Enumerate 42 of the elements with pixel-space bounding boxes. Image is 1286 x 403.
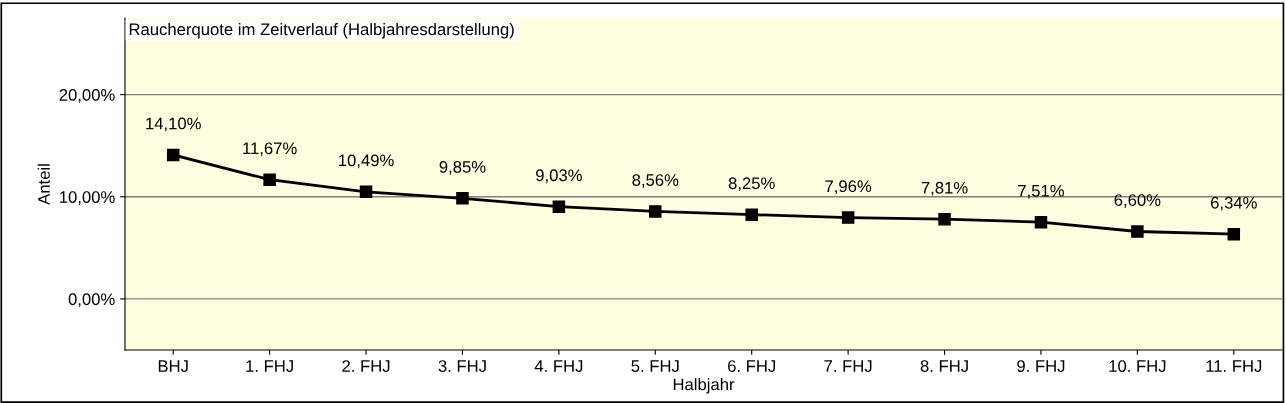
point [938, 212, 951, 226]
point [552, 200, 566, 213]
point [166, 148, 180, 162]
data-label: 7,96% [825, 180, 872, 195]
data-label: 9,03% [536, 169, 582, 184]
data-label: 14,10% [146, 117, 201, 132]
x-tick-label: 4. FHJ [534, 360, 583, 372]
x-tick-label: 10. FHJ [1109, 360, 1166, 372]
point [1227, 227, 1241, 241]
x-tick-label: BHJ [158, 360, 188, 372]
point [359, 185, 373, 199]
point [263, 173, 276, 186]
point [841, 211, 855, 224]
x-tick-label: 3. FHJ [438, 360, 486, 372]
data-label: 6,60% [1114, 194, 1161, 208]
data-label: 11,67% [243, 142, 297, 157]
x-tick-label: 9. FHJ [1017, 360, 1065, 372]
point [1131, 225, 1144, 238]
data-label: 7,51% [1018, 184, 1064, 199]
x-tick-label: 2. FHJ [342, 360, 390, 372]
x-tick-label: 8. FHJ [920, 360, 968, 372]
x-tick-label: 1. FHJ [246, 360, 293, 372]
point [1034, 215, 1048, 229]
x-axis-title: Halbjahr [673, 378, 735, 394]
y-tick-label: 0,00% [68, 293, 115, 308]
data-label: 8,25% [728, 177, 775, 192]
data-label: 10,49% [339, 154, 394, 169]
data-label: 8,56% [632, 174, 679, 188]
x-tick-label: 11. FHJ [1206, 360, 1262, 372]
y-tick-label: 10,00% [60, 191, 115, 205]
point [745, 208, 758, 221]
data-label: 6,34% [1211, 196, 1257, 211]
x-tick-label: 5. FHJ [631, 360, 679, 372]
y-tick-label: 20,00% [59, 89, 115, 103]
data-label: 7,81% [921, 181, 968, 196]
data-label: 9,85% [439, 160, 486, 175]
x-tick-label: 6. FHJ [728, 360, 776, 372]
chart-title: Raucherquote im Zeitverlauf (Halbjahresdarstellung) [129, 22, 514, 39]
point [456, 192, 469, 205]
x-tick-label: 7. FHJ [824, 360, 872, 372]
y-axis-title: Anteil [37, 164, 50, 205]
point [649, 205, 662, 218]
